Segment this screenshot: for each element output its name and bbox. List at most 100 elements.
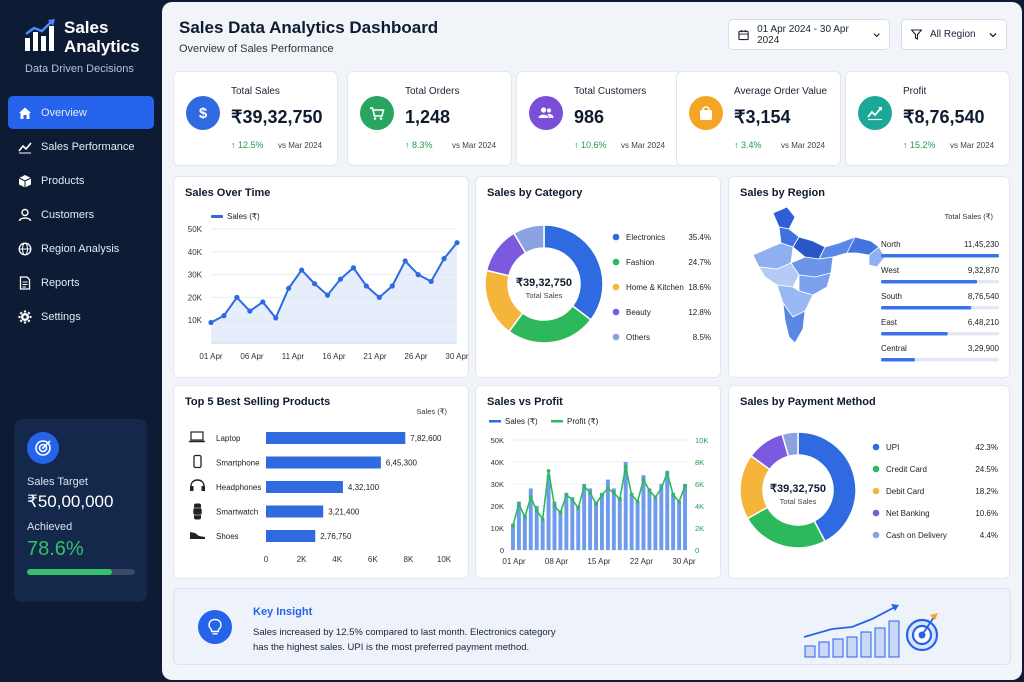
- sales-bar: [564, 492, 569, 550]
- series-line: [210, 242, 458, 324]
- sales-by-category-chart: ₹39,32,750 Total Sales Electronics 35.4% Fas…: [484, 224, 711, 344]
- legend-label: Debit Card: [886, 487, 924, 496]
- sidebar: Sales Analytics Data Driven Decisions Ov…: [0, 0, 162, 682]
- sales-bar: [671, 492, 676, 550]
- sales-over-time-card: Sales Over Time Sales (₹) 10K 20K 30K 40K 50K…: [173, 176, 469, 378]
- center-value: ₹39,32,750: [770, 483, 826, 495]
- nav-item-products[interactable]: Products: [8, 164, 154, 197]
- nav-item-sales-performance[interactable]: Sales Performance: [8, 130, 154, 163]
- phone-icon: [193, 454, 202, 469]
- profit-point: [606, 486, 610, 491]
- bar-chart-logo-icon: [25, 19, 55, 51]
- sales-bar: [534, 506, 539, 550]
- column-label: Total Sales (₹): [944, 212, 993, 221]
- sales-bar: [528, 488, 533, 550]
- lightbulb-icon: [198, 610, 232, 644]
- legend-dot: [872, 487, 880, 495]
- product-value: 2,76,750: [320, 532, 352, 541]
- kpi-card-total-sales: $ Total Sales ₹39,32,750 ↑ 12.5% vs Mar …: [173, 71, 338, 166]
- nav-item-settings[interactable]: Settings: [8, 300, 154, 333]
- filter-icon: [911, 29, 922, 40]
- insight-text: Sales increased by 12.5% compared to las…: [253, 625, 556, 655]
- region-value: 11,45,230: [964, 240, 1000, 249]
- sales-bar: [600, 492, 604, 550]
- page-title: Sales Data Analytics Dashboard: [179, 18, 439, 37]
- x-tick-label: 30 Apr: [445, 352, 468, 361]
- product-value: 6,45,300: [386, 459, 418, 468]
- kpi-change: ↑ 8.3%: [405, 140, 433, 150]
- sales-bar: [511, 523, 515, 550]
- legend-value: 42.3%: [975, 443, 998, 452]
- main-content: Sales Data Analytics Dashboard Overview …: [162, 2, 1022, 680]
- data-point: [260, 299, 266, 305]
- nav-item-customers[interactable]: Customers: [8, 198, 154, 231]
- sales-bar: [677, 501, 682, 550]
- data-point: [337, 276, 344, 282]
- date-range-picker[interactable]: 01 Apr 2024 - 30 Apr 2024: [728, 19, 890, 50]
- region-bar: [881, 332, 948, 336]
- kpi-change: ↑ 10.6%: [574, 140, 607, 150]
- sales-bar: [605, 479, 610, 550]
- data-point: [350, 265, 357, 271]
- y-left-tick-label: 10K: [491, 524, 504, 533]
- y-left-tick-label: 0: [500, 546, 504, 555]
- legend-swatch: [211, 215, 223, 218]
- sales-bar: [546, 475, 551, 550]
- legend-dot: [872, 443, 880, 451]
- data-point: [428, 278, 434, 285]
- sales-vs-profit-chart: Sales (₹) Profit (₹) 0 0 10K 2K 20K 4K 30K 6K 40K 8…: [489, 417, 708, 566]
- nav-item-overview[interactable]: Overview: [8, 96, 154, 129]
- sales-bar: [653, 497, 658, 550]
- data-point: [363, 283, 369, 289]
- sales-bar: [522, 514, 527, 550]
- data-point: [286, 285, 292, 291]
- kpi-comparison: vs Mar 2024: [781, 141, 826, 150]
- legend-value: 12.8%: [688, 308, 711, 317]
- x-tick-label: 30 Apr: [672, 557, 695, 566]
- headphones-icon: [190, 479, 205, 490]
- nav-item-region-analysis[interactable]: Region Analysis: [8, 232, 154, 265]
- trend-icon: [18, 141, 32, 153]
- profit-point: [665, 471, 670, 475]
- legend-value: 24.7%: [688, 258, 711, 267]
- product-bar: [266, 530, 316, 542]
- nav-item-reports[interactable]: Reports: [8, 266, 154, 299]
- legend-label: Cash on Delivery: [886, 531, 947, 540]
- y-tick-label: 10K: [188, 316, 203, 325]
- profit-point: [546, 469, 551, 473]
- kpi-label: Total Sales: [231, 86, 280, 97]
- pie-slice: [746, 506, 826, 549]
- area-fill: [211, 242, 457, 343]
- date-range-value: 01 Apr 2024 - 30 Apr 2024: [757, 23, 849, 46]
- region-select[interactable]: All Region: [901, 19, 1007, 50]
- data-point: [299, 267, 305, 273]
- profit-line: [512, 466, 686, 527]
- x-tick-label: 10K: [437, 555, 452, 564]
- key-insight-panel: Key Insight Sales increased by 12.5% com…: [173, 588, 1011, 665]
- legend-value: 8.5%: [693, 333, 711, 342]
- map-region: [772, 206, 796, 230]
- growth-target-illustration-icon: [803, 604, 939, 658]
- data-point: [208, 319, 214, 326]
- y-tick-label: 40K: [188, 248, 203, 257]
- kpi-change: ↑ 3.4%: [734, 140, 762, 150]
- brand: Sales Analytics: [24, 18, 140, 56]
- profit-point: [588, 491, 592, 495]
- kpi-comparison: vs Mar 2024: [950, 141, 995, 150]
- product-label: Headphones: [216, 483, 261, 492]
- sales-bar: [582, 484, 587, 550]
- legend-dot: [612, 283, 620, 291]
- profit-point: [558, 510, 563, 515]
- legend-label: Net Banking: [886, 509, 930, 518]
- sales-bar: [516, 501, 521, 550]
- legend-dot: [612, 308, 620, 316]
- x-tick-label: 01 Apr: [199, 352, 222, 361]
- sales-by-category-card: Sales by Category ₹39,32,750 Total Sales E…: [475, 176, 721, 378]
- product-label: Smartwatch: [216, 508, 258, 517]
- legend-value: 35.4%: [688, 233, 711, 242]
- nav-label: Reports: [41, 276, 80, 289]
- product-value: 7,82,600: [410, 434, 442, 443]
- region-bar: [881, 358, 915, 362]
- sales-bar: [540, 519, 545, 550]
- profit-point: [659, 486, 664, 491]
